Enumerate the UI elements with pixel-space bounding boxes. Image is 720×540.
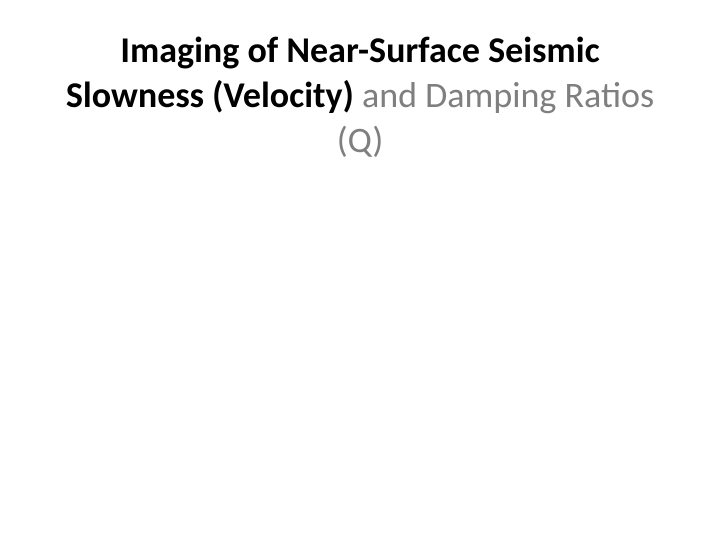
slide-title: Imaging of Near-Surface Seismic Slowness… bbox=[60, 28, 660, 163]
slide: Imaging of Near-Surface Seismic Slowness… bbox=[0, 0, 720, 540]
title-muted-segment: and Damping Ratios (Q) bbox=[337, 73, 654, 162]
